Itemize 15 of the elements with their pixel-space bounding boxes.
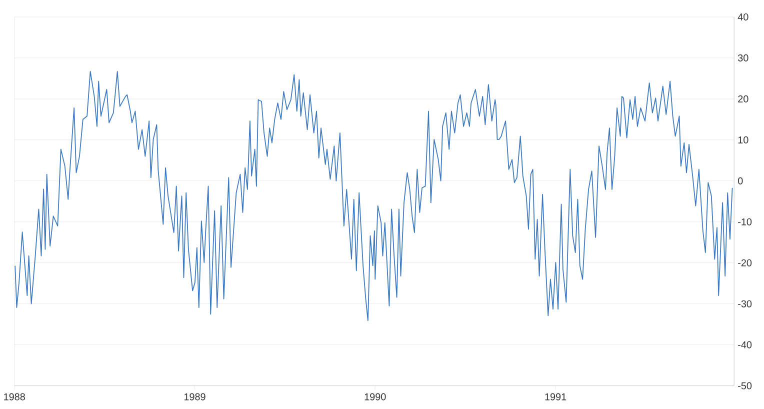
y-tick-label: 10 [738,136,748,144]
x-tick-label: 1991 [545,393,566,400]
y-tick-label: -30 [738,300,752,308]
y-tick-label: -40 [738,341,752,348]
y-tick-label: 20 [738,96,748,103]
y-tick-label: 0 [738,178,743,185]
y-tick-label: -50 [738,382,752,390]
y-tick-label: -20 [738,259,752,266]
x-tick-label: 1988 [4,393,25,400]
x-tick-label: 1989 [184,393,206,400]
y-tick-label: -10 [738,218,752,226]
line-series [14,71,733,322]
x-tick-label: 1990 [364,393,386,400]
y-tick-label: 30 [738,54,748,62]
y-tick-label: 40 [738,14,748,21]
